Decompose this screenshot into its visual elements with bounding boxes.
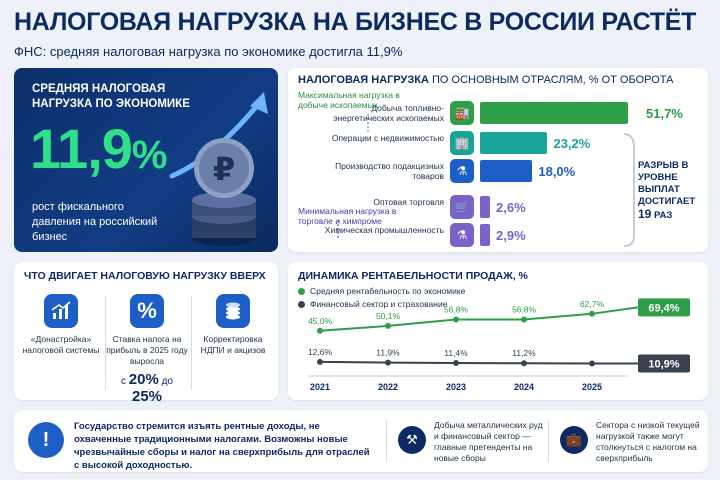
- bottom-main-text: Государство стремится изъять рентные дох…: [74, 421, 370, 471]
- coins-arrow-icon: ₽: [169, 92, 268, 246]
- dynamics-title: ДИНАМИКА РЕНТАБЕЛЬНОСТИ ПРОДАЖ, %: [298, 270, 528, 282]
- sector-bar: [480, 160, 533, 182]
- sector-value: 2,9%: [496, 228, 526, 243]
- chemistry-icon: ⚗: [450, 223, 474, 247]
- line-chart: 2021 2022 2023 2024 2025 45,0% 50,1% 56,8% 56,8%…: [308, 298, 690, 392]
- x-tick-label: 2022: [378, 382, 398, 392]
- data-point: [521, 316, 527, 323]
- sector-label: Операции с недвижимостью: [331, 133, 444, 143]
- sectors-card: НАЛОГОВАЯ НАГРУЗКА ПО ОСНОВНЫМ ОТРАСЛЯМ,…: [288, 68, 708, 252]
- driver-profit-tax: % Ставка налога на прибыль в 2025 году в…: [106, 294, 188, 405]
- data-label: 62,7%: [580, 299, 605, 309]
- hero-value: 11,9%: [30, 117, 167, 180]
- sector-bar: [480, 224, 490, 246]
- data-label: 11,2%: [512, 348, 536, 358]
- sector-value: 51,7%: [646, 106, 683, 121]
- data-point: [385, 359, 391, 366]
- data-label: 45,0%: [308, 316, 333, 326]
- sector-label: Добыча топливно-энергетических ископаемы…: [333, 103, 444, 123]
- data-point: [453, 360, 459, 367]
- note-min: Минимальная нагрузка в торговле и химпро…: [298, 206, 397, 226]
- end-badge: [638, 354, 690, 373]
- data-point: [589, 360, 595, 367]
- driver-text: Ставка налога на прибыль в 2025 году выр…: [106, 334, 188, 366]
- page-title: НАЛОГОВАЯ НАГРУЗКА НА БИЗНЕС В РОССИИ РА…: [14, 8, 697, 36]
- sector-value: 2,6%: [496, 200, 526, 215]
- x-tick-label: 2021: [310, 382, 330, 392]
- coins-icon: [216, 294, 250, 328]
- sector-label: Оптовая торговля: [373, 197, 444, 207]
- sector-bar: [480, 102, 628, 124]
- chart-up-icon: [44, 294, 78, 328]
- legend-item-economy: Средняя рентабельность по экономике: [298, 286, 465, 296]
- legend-item-finance: Финансовый сектор и страхование: [298, 299, 447, 309]
- sector-bar: [480, 132, 548, 154]
- driver-text: «Донастройка» налоговой системы: [22, 334, 100, 355]
- legend-label: Финансовый сектор и страхование: [310, 299, 448, 309]
- sector-label: Химическая промышленность: [324, 225, 444, 235]
- data-point: [317, 358, 323, 365]
- hero-desc: рост фискального давления на российский …: [32, 201, 158, 243]
- driver-tax-system: «Донастройка» налоговой системы: [20, 294, 102, 356]
- note-max: Максимальная нагрузка в добыче ископаемы…: [298, 90, 400, 110]
- x-tick-label: 2024: [514, 382, 534, 392]
- data-label: 11,4%: [444, 348, 468, 358]
- driver-ndpi: Корректировка НДПИ и акцизов: [192, 294, 274, 356]
- data-label: 50,1%: [376, 311, 401, 321]
- x-tick-label: 2023: [446, 382, 466, 392]
- exclamation-icon: !: [28, 422, 64, 458]
- hero-card: СРЕДНЯЯ НАЛОГОВАЯ НАГРУЗКА ПО ЭКОНОМИКЕ …: [14, 68, 278, 252]
- briefcase-icon: 💼: [560, 426, 588, 454]
- svg-text:₽: ₽: [213, 150, 235, 188]
- sector-value: 18,0%: [538, 164, 576, 179]
- data-point: [589, 310, 595, 317]
- hero-label: СРЕДНЯЯ НАЛОГОВАЯ НАГРУЗКА ПО ЭКОНОМИКЕ: [32, 83, 190, 110]
- drivers-title: ЧТО ДВИГАЕТ НАЛОГОВУЮ НАГРУЗКУ ВВЕРХ: [24, 270, 266, 282]
- sector-label: Производство подакцизных товаров: [335, 161, 444, 181]
- sector-value: 23,2%: [553, 136, 591, 151]
- drivers-card: ЧТО ДВИГАЕТ НАЛОГОВУЮ НАГРУЗКУ ВВЕРХ «До…: [14, 262, 278, 405]
- sectors-title: НАЛОГОВАЯ НАГРУЗКА ПО ОСНОВНЫМ ОТРАСЛЯМ,…: [298, 74, 674, 86]
- factory-icon: 🏭: [450, 101, 474, 125]
- sector-connector-lines: [337, 114, 635, 247]
- end-badge-label: 69,4%: [648, 302, 679, 314]
- bottom-item2: Сектора с низкой текущей нагрузкой также…: [596, 420, 700, 463]
- page-subtitle: ФНС: средняя налоговая нагрузка по эконо…: [14, 44, 403, 59]
- data-label: 56,8%: [512, 304, 537, 314]
- percent-icon: %: [130, 294, 164, 328]
- legend-label: Средняя рентабельность по экономике: [310, 286, 466, 296]
- end-badge: [638, 298, 690, 317]
- data-point: [385, 322, 391, 329]
- driver-text: Корректировка НДПИ и акцизов: [200, 334, 266, 355]
- data-point: [453, 316, 459, 323]
- building-icon: 🏢: [450, 131, 474, 155]
- pickaxe-icon: ⚒: [398, 426, 426, 454]
- series-line: [319, 360, 638, 365]
- driver-rate-change: с 20% до 25%: [121, 371, 173, 405]
- bottom-card: ! Государство стремится изъять рентные д…: [14, 410, 708, 472]
- series-line: [319, 306, 639, 332]
- cart-icon: 🛒: [450, 195, 474, 219]
- data-label: 12,6%: [308, 347, 333, 357]
- flask-icon: ⚗: [450, 159, 474, 183]
- dynamics-card: ДИНАМИКА РЕНТАБЕЛЬНОСТИ ПРОДАЖ, % Средня…: [288, 262, 708, 400]
- gap-text: РАЗРЫВ В УРОВНЕ ВЫПЛАТ ДОСТИГАЕТ 19 РАЗ: [638, 160, 696, 221]
- x-tick-label: 2025: [582, 382, 602, 392]
- sector-bar: [480, 196, 490, 218]
- data-point: [521, 360, 527, 367]
- data-label: 11,9%: [376, 348, 400, 358]
- bottom-item1: Добыча металлических руд и финансовый се…: [434, 420, 543, 463]
- data-label: 56,8%: [444, 304, 469, 314]
- data-point: [317, 327, 323, 334]
- end-badge-label: 10,9%: [648, 359, 679, 371]
